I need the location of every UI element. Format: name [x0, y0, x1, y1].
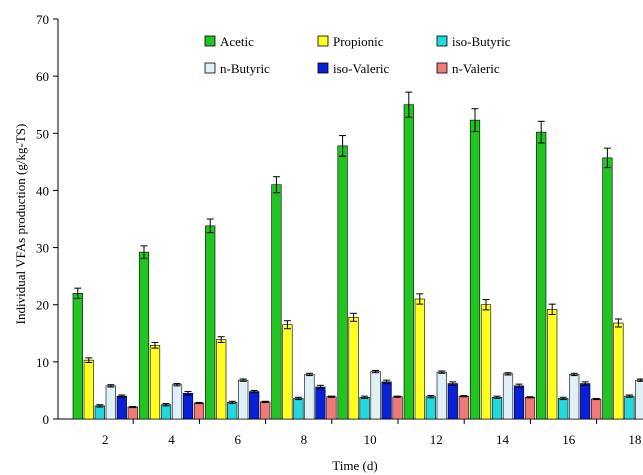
x-tick-label: 2 — [102, 432, 109, 447]
bar-n-valeric-12 — [458, 395, 469, 420]
bar-n-valeric-4 — [193, 402, 205, 420]
legend-label-acetic: Acetic — [220, 34, 254, 49]
bar-n-valeric-16 — [591, 398, 602, 420]
bar-iso-valeric-4 — [182, 392, 194, 420]
bar-propionic-2 — [83, 359, 94, 420]
y-tick-label: 10 — [36, 355, 49, 370]
bar-n-valeric-6 — [260, 401, 271, 420]
bar-iso-butyric-12 — [425, 396, 436, 420]
bar-acetic-4 — [138, 251, 150, 420]
bar-acetic-10 — [337, 145, 348, 420]
bar-iso-butyric-8 — [293, 398, 304, 420]
bar-n-butyric-18 — [635, 379, 643, 420]
bar-propionic-10 — [348, 316, 359, 420]
bar-iso-valeric-12 — [447, 383, 458, 420]
bar-iso-valeric-14 — [513, 385, 525, 420]
bar-iso-valeric-8 — [315, 386, 326, 420]
bar-iso-butyric-14 — [491, 396, 503, 420]
legend-label-propionic: Propionic — [333, 34, 384, 49]
y-tick-label: 20 — [36, 298, 49, 313]
bar-n-butyric-16 — [569, 374, 580, 420]
bar-n-valeric-8 — [326, 396, 337, 420]
bar-iso-valeric-16 — [580, 383, 591, 420]
bar-propionic-8 — [282, 324, 293, 420]
bar-propionic-4 — [149, 344, 161, 420]
bar-n-butyric-2 — [105, 385, 116, 420]
legend: Acetic Propionic iso-Butyric n-Butyric iso-V… — [204, 34, 511, 76]
legend-label-iso-butyric: iso-Butyric — [452, 34, 511, 49]
bar-n-butyric-14 — [502, 373, 514, 420]
x-tick-label: 6 — [234, 432, 241, 447]
x-tick-label: 16 — [562, 432, 576, 447]
legend-swatch-propionic — [317, 35, 329, 47]
y-tick-label: 70 — [36, 12, 49, 27]
bar-acetic-14 — [469, 119, 481, 420]
x-axis-label: Time (d) — [332, 458, 377, 473]
bar-propionic-18 — [613, 322, 624, 420]
y-axis-label: Individual VFAs production (g/kg-TS) — [13, 124, 28, 325]
x-tick-label: 8 — [301, 432, 308, 447]
y-tick-label: 50 — [36, 126, 49, 141]
x-tick-label: 10 — [364, 432, 377, 447]
x-tick-label: 18 — [628, 432, 641, 447]
bar-acetic-8 — [271, 184, 282, 420]
legend-swatch-acetic — [204, 35, 216, 47]
legend-swatch-iso-butyric — [436, 35, 448, 47]
legend-swatch-n-butyric — [204, 62, 216, 74]
legend-label-n-butyric: n-Butyric — [220, 61, 270, 76]
bar-n-valeric-10 — [392, 396, 403, 420]
bar-propionic-12 — [414, 298, 425, 420]
y-tick-label: 40 — [36, 183, 49, 198]
bar-n-valeric-14 — [524, 396, 536, 420]
bars-layer — [72, 91, 643, 420]
bar-iso-butyric-6 — [227, 402, 238, 420]
bar-acetic-2 — [72, 292, 83, 420]
legend-label-n-valeric: n-Valeric — [452, 61, 500, 76]
bar-n-butyric-6 — [238, 379, 249, 420]
bar-iso-butyric-10 — [359, 396, 370, 420]
bar-iso-valeric-10 — [381, 381, 392, 420]
bar-acetic-12 — [403, 104, 414, 420]
bar-n-valeric-2 — [127, 406, 138, 420]
x-tick-label: 14 — [496, 432, 510, 447]
bar-iso-valeric-2 — [116, 395, 127, 420]
x-tick-label: 4 — [168, 432, 175, 447]
legend-label-iso-valeric: iso-Valeric — [333, 61, 390, 76]
bar-acetic-18 — [602, 157, 613, 420]
y-tick-label: 60 — [36, 69, 49, 84]
bar-n-butyric-8 — [304, 374, 315, 420]
bar-acetic-6 — [205, 225, 216, 420]
legend-swatch-n-valeric — [436, 62, 448, 74]
bar-iso-butyric-18 — [624, 395, 635, 420]
bar-n-butyric-4 — [171, 384, 183, 420]
y-tick-label: 0 — [43, 412, 50, 427]
chart-axes: 0 10 20 30 40 50 60 70 2 4 6 8 10 12 14 16 18 — [36, 12, 643, 447]
bar-propionic-16 — [547, 308, 558, 420]
bar-propionic-6 — [216, 339, 227, 420]
bar-n-butyric-12 — [436, 371, 447, 420]
bar-iso-butyric-4 — [160, 404, 172, 420]
y-tick-label: 30 — [36, 241, 49, 256]
bar-iso-butyric-16 — [558, 398, 569, 420]
bar-propionic-14 — [480, 304, 492, 420]
legend-swatch-iso-valeric — [317, 62, 329, 74]
bar-n-butyric-10 — [370, 371, 381, 420]
bar-acetic-16 — [536, 131, 547, 420]
bar-iso-valeric-6 — [249, 391, 260, 420]
bar-iso-butyric-2 — [94, 405, 105, 420]
x-tick-label: 12 — [430, 432, 443, 447]
